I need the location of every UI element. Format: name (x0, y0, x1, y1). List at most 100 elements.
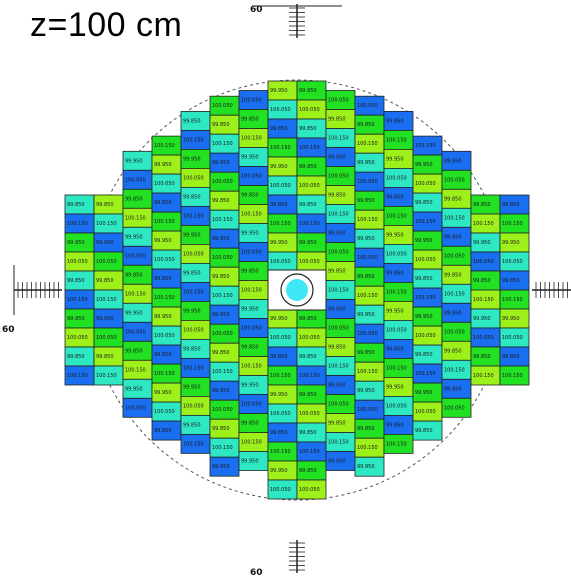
cell-value-label: 100.150 (386, 441, 407, 447)
cell-value-label: 100.050 (328, 326, 349, 332)
cell-value-label: 100.050 (96, 259, 117, 265)
cell-value-label: 99.950 (270, 316, 288, 322)
cell-value-label: 99.950 (357, 388, 375, 394)
cell-value-label: 99.950 (125, 310, 143, 316)
cell-value-label: 99.950 (299, 240, 317, 246)
cell-value-label: 99.850 (357, 426, 375, 432)
cell-value-label: 99.850 (212, 350, 230, 356)
cell-value-label: 99.850 (212, 426, 230, 432)
cell-value-label: 100.150 (96, 373, 117, 379)
cell-value-label: 100.050 (67, 335, 88, 341)
cell-value-label: 100.050 (299, 183, 320, 189)
cell-value-label: 100.050 (444, 329, 465, 335)
cell-value-label: 100.050 (212, 179, 233, 185)
cell-value-label: 99.950 (299, 468, 317, 474)
cell-value-label: 100.150 (473, 297, 494, 303)
cell-value-label: 99.850 (444, 348, 462, 354)
cell-value-label: 100.150 (154, 219, 175, 225)
cell-value-label: 100.150 (96, 221, 117, 227)
cell-value-label: 99.950 (154, 238, 172, 244)
cell-value-label: 100.150 (183, 289, 204, 295)
cell-value-label: 100.150 (299, 449, 320, 455)
cell-value-label: 100.050 (154, 333, 175, 339)
cell-value-label: 100.050 (270, 259, 291, 265)
cell-value-label: 100.050 (328, 402, 349, 408)
cell-value-label: 99.850 (328, 117, 346, 123)
cell-value-label: 99.950 (212, 160, 230, 166)
cell-value-label: 99.950 (328, 155, 346, 161)
cell-value-label: 100.150 (444, 291, 465, 297)
cell-value-label: 100.050 (154, 257, 175, 263)
cell-value-label: 99.850 (328, 193, 346, 199)
cell-value-label: 100.050 (444, 177, 465, 183)
cell-value-label: 100.150 (212, 141, 233, 147)
cell-value-label: 100.150 (212, 217, 233, 223)
cell-value-label: 99.950 (241, 231, 259, 237)
cell-value-label: 99.950 (241, 155, 259, 161)
cell-value-label: 100.050 (328, 250, 349, 256)
cell-value-label: 99.850 (212, 122, 230, 128)
cell-value-label: 99.850 (241, 345, 259, 351)
cell-value-label: 100.150 (444, 367, 465, 373)
cell-value-label: 99.950 (212, 236, 230, 242)
cell-value-label: 99.850 (183, 422, 201, 428)
cell-value-label: 99.950 (241, 307, 259, 313)
cell-value-label: 99.950 (386, 156, 404, 162)
cell-value-label: 100.150 (212, 369, 233, 375)
cell-value-label: 99.850 (241, 421, 259, 427)
cell-value-label: 100.050 (241, 98, 262, 104)
cell-value-label: 100.150 (328, 136, 349, 142)
cell-value-label: 99.950 (67, 240, 85, 246)
cell-value-label: 100.150 (386, 365, 407, 371)
cell-value-label: 99.850 (67, 202, 85, 208)
cell-value-label: 99.850 (386, 346, 404, 352)
cell-value-label: 99.950 (415, 162, 433, 168)
cell-value-label: 99.950 (154, 162, 172, 168)
cell-value-label: 100.050 (473, 259, 494, 265)
cell-value-label: 100.050 (212, 331, 233, 337)
cell-value-label: 99.950 (415, 238, 433, 244)
detector-cell (499, 365, 530, 386)
cell-value-label: 100.150 (357, 293, 378, 299)
cell-value-label: 99.950 (270, 392, 288, 398)
cell-value-label: 100.150 (415, 219, 436, 225)
beam-spot (286, 279, 308, 301)
cell-value-label: 99.950 (299, 164, 317, 170)
cell-value-label: 100.050 (357, 179, 378, 185)
cell-value-label: 100.150 (502, 297, 523, 303)
cell-value-label: 100.150 (502, 221, 523, 227)
cell-value-label: 100.050 (241, 326, 262, 332)
cell-value-label: 99.850 (473, 354, 491, 360)
cell-value-label: 99.850 (473, 202, 491, 208)
cell-value-label: 99.850 (357, 198, 375, 204)
cell-value-label: 99.850 (183, 118, 201, 124)
cell-value-label: 100.050 (502, 259, 523, 265)
cell-value-label: 99.950 (183, 156, 201, 162)
cell-value-label: 100.150 (67, 373, 88, 379)
cell-value-label: 99.850 (328, 345, 346, 351)
cell-value-label: 99.850 (502, 202, 520, 208)
cell-value-label: 99.850 (96, 278, 114, 284)
cell-value-label: 99.850 (299, 202, 317, 208)
cell-value-label: 100.150 (241, 364, 262, 370)
cell-value-label: 99.950 (212, 388, 230, 394)
axis-label-left: 60 (2, 325, 15, 335)
cell-value-label: 99.950 (96, 240, 114, 246)
cell-value-label: 100.050 (357, 407, 378, 413)
cell-value-label: 100.050 (270, 107, 291, 113)
cell-value-label: 99.850 (125, 196, 143, 202)
beam-hole-ring (280, 273, 314, 307)
cell-value-label: 100.050 (183, 251, 204, 257)
cell-value-label: 100.050 (502, 335, 523, 341)
cell-value-label: 99.950 (386, 308, 404, 314)
cell-value-label: 100.150 (154, 143, 175, 149)
cell-value-label: 100.150 (270, 373, 291, 379)
cell-value-label: 99.950 (67, 316, 85, 322)
cell-value-label: 99.850 (241, 269, 259, 275)
cell-value-label: 100.050 (415, 333, 436, 339)
cell-value-label: 99.850 (67, 354, 85, 360)
cell-value-label: 99.850 (96, 202, 114, 208)
cell-value-label: 100.150 (67, 297, 88, 303)
cell-value-label: 99.850 (154, 352, 172, 358)
